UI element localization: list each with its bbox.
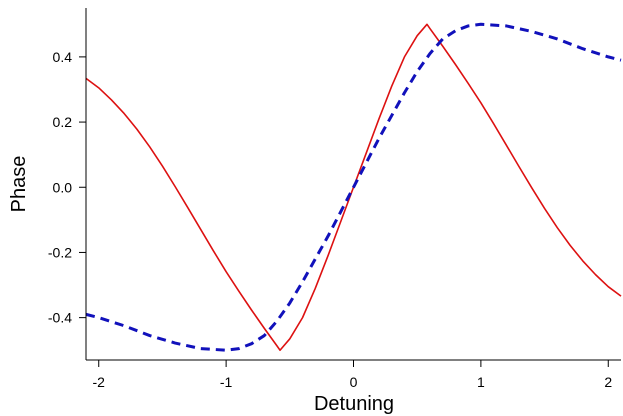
y-tick-label: -0.4 <box>48 310 72 326</box>
y-tick-label: 0.2 <box>53 114 73 130</box>
x-tick-label: -2 <box>93 374 106 390</box>
axes <box>85 8 621 361</box>
y-axis-title: Phase <box>8 156 30 213</box>
x-tick-label: 0 <box>350 374 358 390</box>
series-line-2 <box>85 22 622 352</box>
y-tick-label: 0.4 <box>53 49 73 65</box>
x-ticks: -2 -1 0 1 2 <box>93 360 612 390</box>
x-axis-title: Detuning <box>314 393 394 415</box>
plot-area <box>85 22 622 352</box>
y-tick-label: -0.2 <box>48 244 72 260</box>
x-tick-label: 2 <box>604 374 612 390</box>
x-tick-label: -1 <box>220 374 233 390</box>
y-tick-label: 0.0 <box>53 179 73 195</box>
y-ticks: -0.4 -0.2 0.0 0.2 0.4 <box>48 49 86 326</box>
x-tick-label: 1 <box>477 374 485 390</box>
